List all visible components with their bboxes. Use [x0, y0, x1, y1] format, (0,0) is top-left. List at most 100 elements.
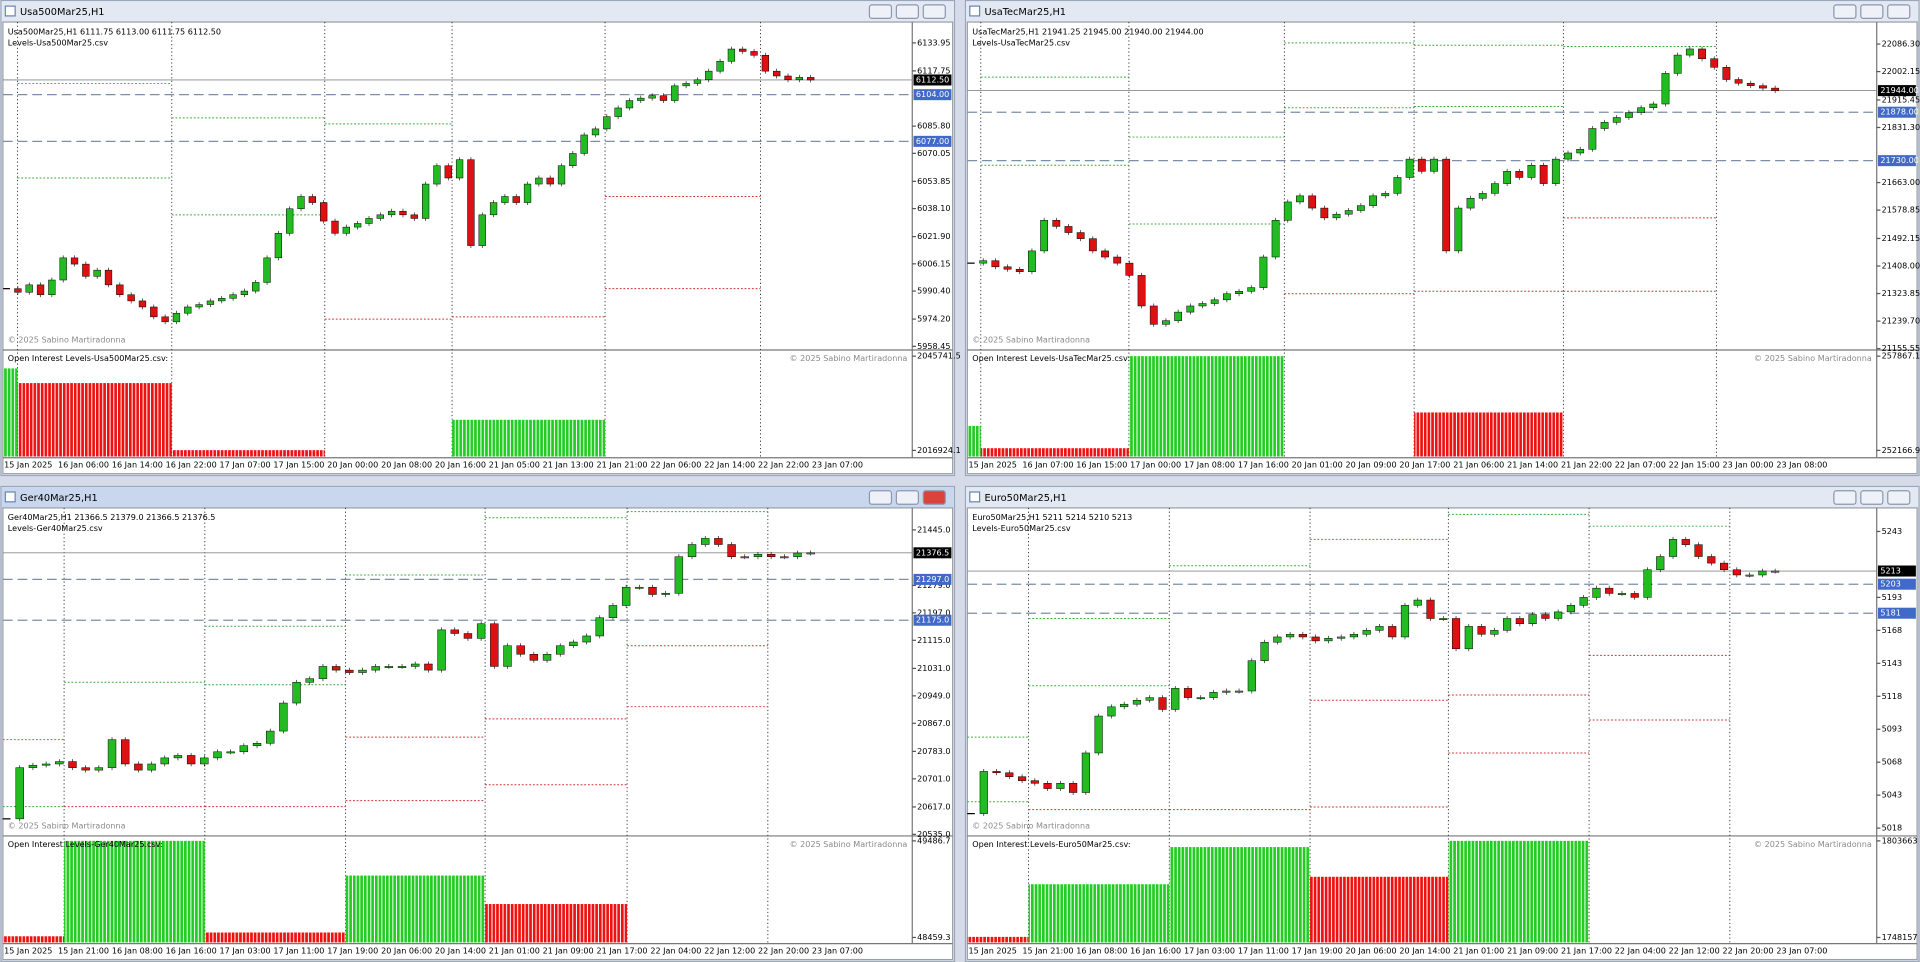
y-tick-label: 20783.0 — [917, 747, 950, 756]
candle — [979, 771, 988, 814]
candle — [206, 300, 215, 305]
oi-watermark: © 2025 Sabino Martiradonna — [790, 840, 908, 849]
candle — [1149, 305, 1158, 325]
maximize-button[interactable] — [895, 4, 919, 19]
y-tick-label: 22002.15 — [1882, 67, 1920, 76]
candle — [701, 538, 710, 545]
candle — [595, 617, 604, 637]
candle — [542, 654, 552, 661]
candle — [807, 77, 815, 81]
candle — [376, 214, 384, 219]
y-tick-label: 21578.85 — [1882, 206, 1920, 215]
close-button[interactable] — [1887, 4, 1911, 19]
minimize-button[interactable] — [1833, 490, 1857, 505]
chart-area — [966, 21, 1918, 475]
y-tick-label: 21663.00 — [1882, 178, 1920, 187]
candle — [1566, 605, 1575, 613]
oi-tick-label: 49486.7 — [917, 836, 950, 845]
candle — [279, 702, 288, 732]
candle — [523, 183, 532, 203]
candle — [365, 218, 373, 224]
maximize-button[interactable] — [895, 490, 919, 505]
maximize-button[interactable] — [1860, 490, 1884, 505]
candle — [48, 279, 56, 295]
candle — [3, 288, 10, 290]
close-button[interactable] — [922, 4, 946, 19]
candle — [1605, 587, 1614, 594]
candle — [1656, 556, 1665, 570]
x-tick-label: 22 Jan 14:00 — [704, 461, 755, 470]
candle — [716, 61, 724, 72]
x-tick-label: 15 Jan 21:00 — [58, 946, 109, 955]
close-button[interactable] — [1887, 490, 1911, 505]
candle — [1694, 544, 1703, 557]
candle — [637, 97, 645, 101]
candle — [2, 818, 11, 820]
candle — [478, 214, 486, 246]
minimize-button[interactable] — [868, 4, 893, 19]
candle — [1600, 122, 1609, 129]
candle — [444, 165, 452, 179]
candle — [36, 284, 45, 295]
candle — [1120, 703, 1129, 708]
oi-bar — [1448, 840, 1590, 943]
candle — [1649, 103, 1658, 108]
candle — [411, 663, 420, 667]
candle — [739, 48, 747, 52]
candle — [1430, 158, 1438, 172]
x-tick-label: 22 Jan 04:00 — [1615, 946, 1666, 955]
candle — [1088, 238, 1097, 252]
candle — [557, 165, 566, 185]
x-tick-label: 21 Jan 09:00 — [1507, 946, 1558, 955]
y-tick-label: 21279.0 — [917, 581, 950, 590]
x-tick-label: 20 Jan 06:00 — [381, 946, 432, 955]
y-tick-label: 21915.45 — [1882, 95, 1920, 104]
x-tick-label: 20 Jan 17:00 — [1399, 461, 1450, 470]
candle — [793, 552, 802, 557]
candle — [1588, 128, 1597, 150]
window-title: Euro50Mar25,H1 — [984, 493, 1066, 504]
candle — [200, 757, 209, 765]
candle — [1186, 305, 1195, 313]
candle — [1490, 630, 1499, 635]
window-title: Ger40Mar25,H1 — [20, 493, 98, 504]
candle — [410, 214, 418, 219]
x-tick-label: 16 Jan 16:00 — [1130, 946, 1181, 955]
x-tick-label: 15 Jan 2025 — [969, 461, 1017, 470]
x-tick-label: 21 Jan 22:00 — [1561, 461, 1612, 470]
x-tick-label: 15 Jan 2025 — [4, 946, 52, 955]
candle — [1030, 780, 1039, 784]
x-tick-label: 20 Jan 16:00 — [435, 461, 486, 470]
candle — [727, 48, 736, 62]
maximize-button[interactable] — [1860, 4, 1884, 19]
candle — [116, 284, 124, 295]
candle — [727, 544, 736, 557]
candle — [1298, 634, 1307, 638]
y-tick-label: 6070.05 — [917, 149, 950, 158]
candle — [1637, 107, 1646, 113]
title-bar — [966, 487, 1919, 508]
price-badge-label: 21175.0 — [916, 616, 949, 625]
candle — [516, 645, 525, 655]
candle — [1017, 776, 1027, 781]
candle — [1076, 232, 1085, 239]
chart-window: Euro50Mar25,H1 5243 5193 5168 5143 5118 5093 50… — [964, 485, 1920, 962]
x-tick-label: 21 Jan 14:00 — [1507, 461, 1558, 470]
x-tick-label: 23 Jan 07:00 — [812, 461, 863, 470]
close-button[interactable] — [922, 490, 946, 505]
candle — [70, 257, 79, 265]
candle — [28, 764, 38, 768]
minimize-button[interactable] — [868, 490, 893, 505]
candle — [621, 586, 631, 606]
price-badge-label: 6112.50 — [916, 75, 949, 84]
x-tick-label: 17 Jan 16:00 — [1238, 461, 1289, 470]
candle — [1369, 195, 1377, 206]
candle — [1417, 158, 1426, 172]
minimize-button[interactable] — [1833, 4, 1857, 19]
y-tick-label: 21115.0 — [917, 636, 950, 645]
price-badge-label: 6077.00 — [916, 137, 949, 146]
candle — [1491, 183, 1499, 194]
x-tick-label: 20 Jan 14:00 — [1399, 946, 1450, 955]
candle — [1235, 291, 1243, 294]
oi-label: Open Interest Levels-Usa500Mar25.csv: — [8, 354, 168, 363]
